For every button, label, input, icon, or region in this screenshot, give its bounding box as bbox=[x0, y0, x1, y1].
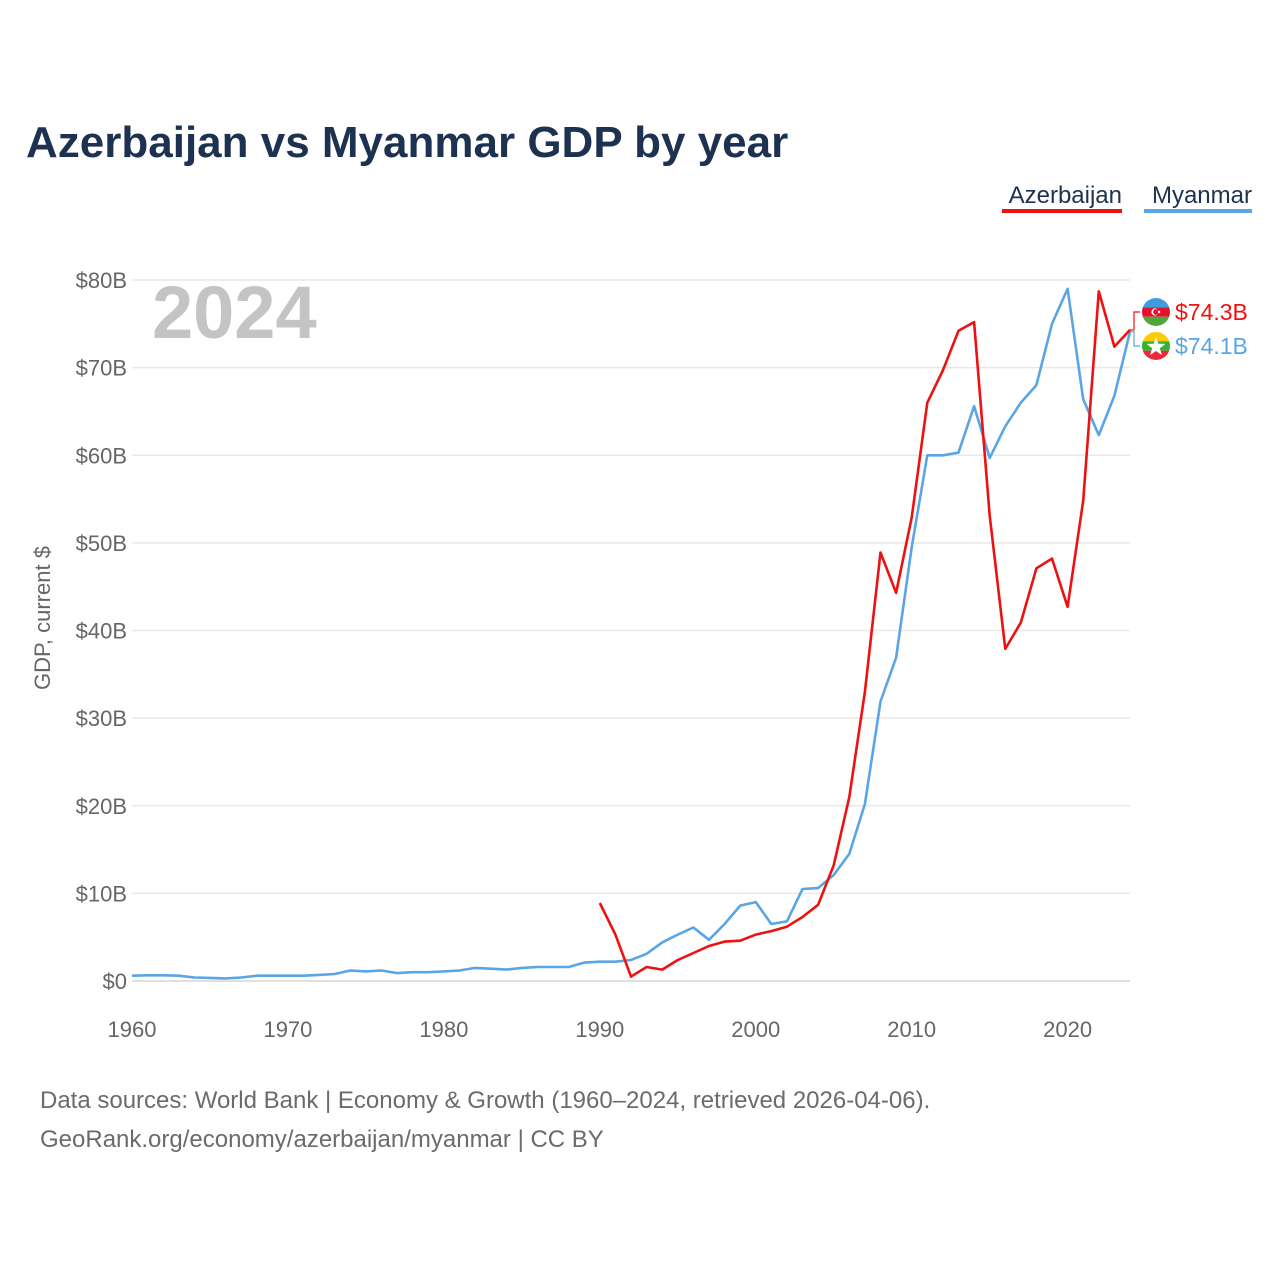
legend-item-myanmar[interactable]: Myanmar bbox=[1152, 182, 1252, 209]
myanmar-flag-icon bbox=[1142, 332, 1170, 360]
chart-title: Azerbaijan vs Myanmar GDP by year bbox=[26, 118, 788, 167]
y-tick-label: $30B bbox=[76, 706, 127, 731]
legend-swatch-myanmar bbox=[1144, 209, 1252, 213]
end-label-myanmar: $74.1B bbox=[1175, 333, 1248, 359]
azerbaijan-flag-icon bbox=[1142, 298, 1170, 326]
footer-link[interactable]: GeoRank.org/economy/azerbaijan/myanmar |… bbox=[40, 1126, 604, 1153]
y-axis-label: GDP, current $ bbox=[30, 546, 55, 690]
end-label-connector bbox=[1130, 311, 1140, 331]
y-tick-label: $80B bbox=[76, 268, 127, 293]
x-tick-label: 1980 bbox=[419, 1017, 468, 1042]
x-tick-label: 2020 bbox=[1043, 1017, 1092, 1042]
x-tick-label: 1970 bbox=[263, 1017, 312, 1042]
series-line-myanmar[interactable] bbox=[131, 287, 1132, 980]
legend-swatch-azerbaijan bbox=[1002, 209, 1122, 213]
x-tick-label: 2000 bbox=[731, 1017, 780, 1042]
x-tick-label: 1990 bbox=[575, 1017, 624, 1042]
footer-sources: Data sources: World Bank | Economy & Gro… bbox=[40, 1087, 930, 1114]
legend-item-azerbaijan[interactable]: Azerbaijan bbox=[1009, 182, 1122, 209]
end-label-azerbaijan: $74.3B bbox=[1175, 299, 1248, 325]
gridlines bbox=[132, 279, 1130, 982]
end-label-connector bbox=[1130, 331, 1140, 347]
y-axis-ticks: $0 $10B $20B $30B $40B $50B $60B $70B $80B bbox=[76, 268, 127, 994]
x-tick-label: 2010 bbox=[887, 1017, 936, 1042]
series-lines bbox=[131, 287, 1132, 980]
y-tick-label: $0 bbox=[103, 969, 127, 994]
y-tick-label: $70B bbox=[76, 356, 127, 381]
legend: Azerbaijan Myanmar bbox=[1002, 182, 1252, 213]
y-tick-label: $20B bbox=[76, 794, 127, 819]
y-tick-label: $50B bbox=[76, 531, 127, 556]
y-tick-label: $40B bbox=[76, 619, 127, 644]
end-labels: $74.3B $74.1B bbox=[1130, 298, 1248, 360]
x-tick-label: 1960 bbox=[108, 1017, 157, 1042]
y-tick-label: $10B bbox=[76, 881, 127, 906]
year-watermark: 2024 bbox=[152, 271, 317, 354]
series-line-azerbaijan[interactable] bbox=[598, 290, 1131, 978]
x-axis-ticks: 1960 1970 1980 1990 2000 2010 2020 bbox=[108, 1017, 1093, 1042]
y-tick-label: $60B bbox=[76, 443, 127, 468]
